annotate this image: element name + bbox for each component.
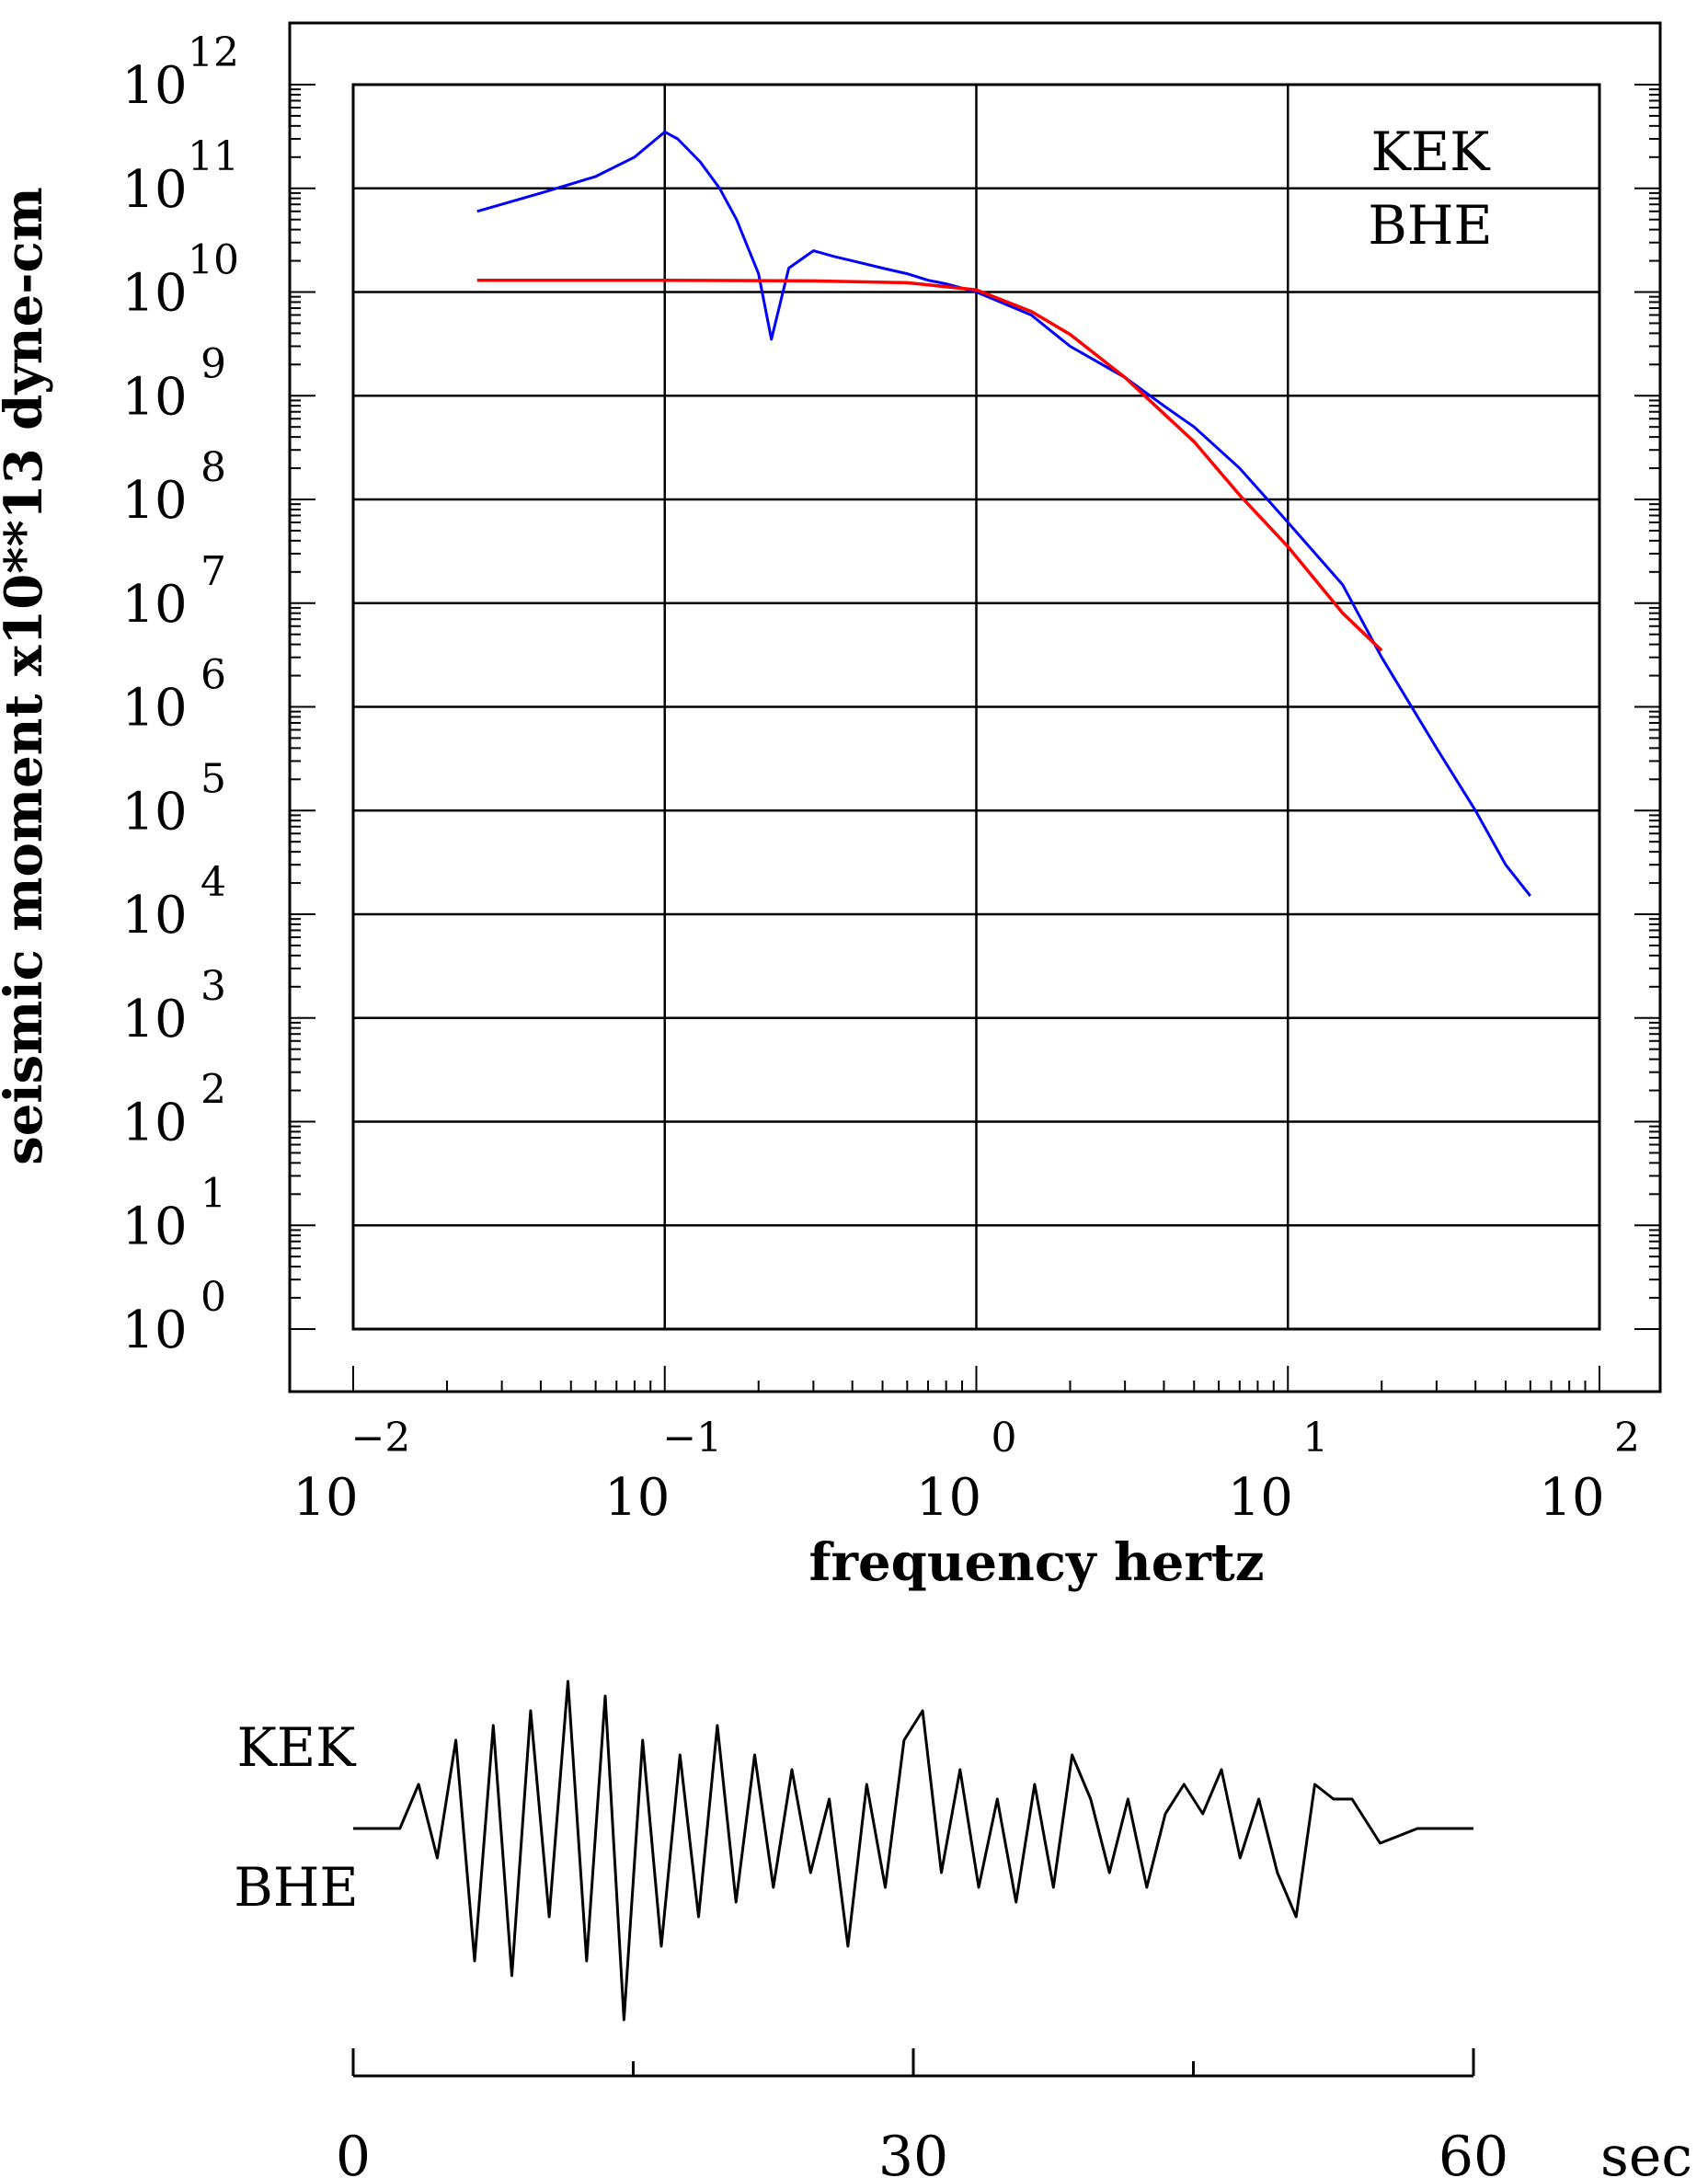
y-tick-exponent: 2 [201,1067,226,1114]
y-tick-labels: 1001011021031041051061071081091010101110… [121,29,239,1360]
x-tick-exponent: 1 [1302,1415,1328,1462]
y-tick-label: 10 [121,160,187,220]
x-tick-exponent: −2 [351,1415,411,1462]
y-tick-label: 10 [121,471,187,531]
waveform-line [353,1679,1473,2022]
y-tick-exponent: 0 [201,1274,226,1321]
y-tick-exponent: 5 [201,755,226,802]
time-axis-unit: sec [1600,2125,1692,2178]
model-fit-line [476,278,1383,652]
x-tick-exponent: −1 [662,1415,722,1462]
time-tick-label: 30 [878,2125,948,2178]
y-tick-label: 10 [121,264,187,324]
y-tick-exponent: 7 [201,548,226,595]
x-tick-label: 10 [604,1468,670,1528]
time-tick-label: 0 [336,2125,371,2178]
x-tick-label: 10 [1228,1468,1293,1528]
time-axis: 0 30 60 [336,2048,1508,2178]
x-tick-label: 10 [292,1468,358,1528]
spectrum-chart: 1001011021031041051061071081091010101110… [0,21,1662,1593]
y-tick-exponent: 12 [188,29,239,76]
y-tick-exponent: 3 [201,963,226,1010]
y-tick-label: 10 [121,782,187,842]
y-tick-exponent: 1 [201,1170,226,1217]
station-label: KEK [1371,120,1492,183]
y-tick-exponent: 8 [201,444,226,491]
y-tick-label: 10 [121,575,187,635]
x-tick-exponent: 0 [992,1415,1017,1462]
y-tick-label: 10 [121,1197,187,1256]
y-axis-label: seismic moment x10**13 dyne-cm [0,187,54,1165]
spectrum-ticks [290,84,1660,1392]
waveform-component-label: BHE [234,1856,359,1919]
y-tick-exponent: 4 [201,859,226,906]
y-tick-exponent: 9 [201,340,226,387]
x-axis-label: frequency hertz [808,1532,1264,1593]
spectrum-grid [353,85,1599,1329]
time-tick-label: 60 [1439,2125,1508,2178]
y-tick-exponent: 10 [188,237,239,284]
y-tick-label: 10 [121,990,187,1049]
y-tick-label: 10 [121,367,187,427]
component-label: BHE [1368,194,1493,257]
x-tick-label: 10 [1539,1468,1604,1528]
waveform-series [353,1679,1473,2022]
y-tick-exponent: 11 [188,133,239,180]
y-tick-label: 10 [121,1094,187,1153]
x-tick-exponent: 2 [1614,1415,1640,1462]
y-tick-label: 10 [121,56,187,116]
waveform-panel: KEK BHE 0 30 60 sec [234,1679,1692,2178]
y-tick-exponent: 6 [201,652,226,699]
waveform-station-label: KEK [237,1716,358,1779]
spectrum-line [476,130,1531,898]
y-tick-label: 10 [121,1301,187,1360]
y-tick-label: 10 [121,679,187,739]
y-tick-label: 10 [121,886,187,946]
spectrum-series [476,130,1531,898]
x-tick-label: 10 [916,1468,981,1528]
